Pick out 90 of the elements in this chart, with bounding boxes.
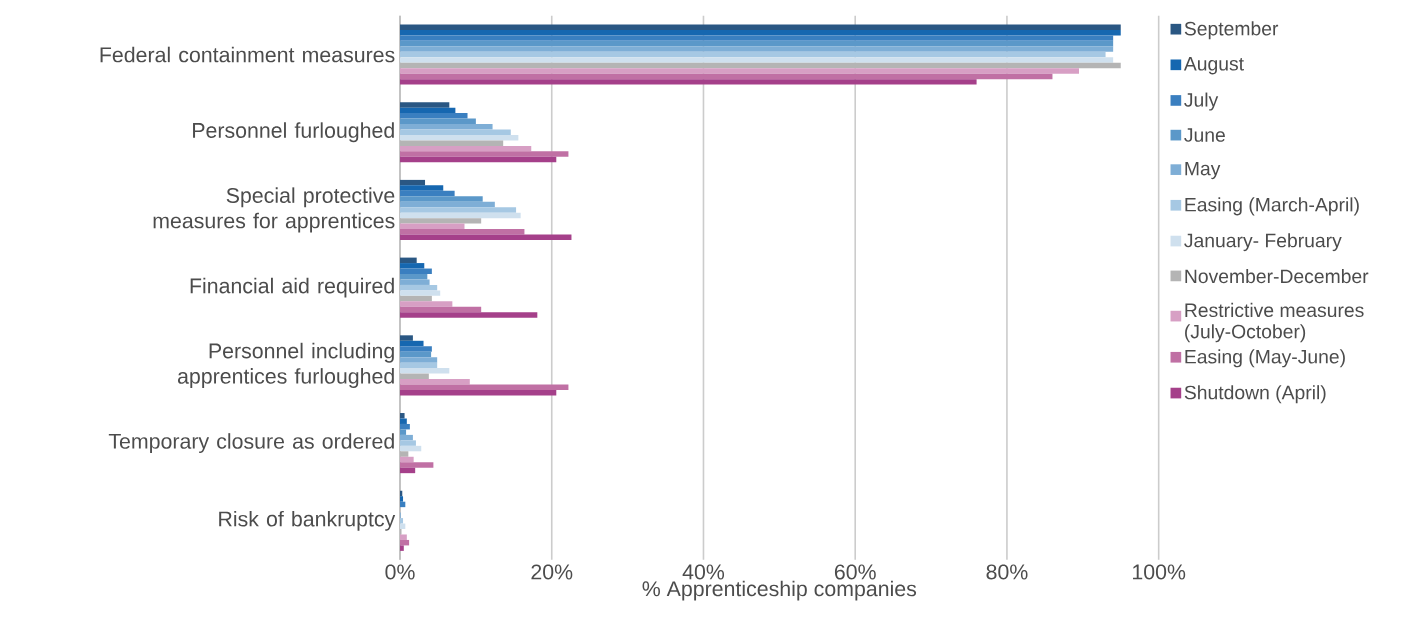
bar xyxy=(400,312,538,318)
bar xyxy=(400,362,438,369)
legend-label: Restrictive measures (July-October) xyxy=(1185,302,1364,343)
y-tick-label: Personnel furloughed xyxy=(193,122,394,143)
bar xyxy=(400,335,413,341)
x-tick-label: 60% xyxy=(834,564,876,580)
x-tick-label: 0% xyxy=(385,564,415,580)
bar xyxy=(400,79,977,85)
bar xyxy=(400,212,521,219)
bar xyxy=(400,462,434,468)
bar xyxy=(400,545,404,551)
bar xyxy=(400,145,532,152)
x-axis-title: % Apprenticeship companies xyxy=(642,580,917,601)
bar xyxy=(400,518,404,524)
legend-label: November-December xyxy=(1185,268,1369,284)
bar xyxy=(400,279,430,285)
bar xyxy=(400,301,453,307)
bar xyxy=(400,102,450,108)
y-tick-label: Special protective measures for apprentices xyxy=(153,187,395,233)
bar xyxy=(400,434,413,441)
bar xyxy=(400,384,569,390)
x-tick-label: 20% xyxy=(531,564,573,580)
bar xyxy=(400,284,438,291)
bar xyxy=(400,257,417,264)
bar xyxy=(400,368,450,374)
legend-label: September xyxy=(1184,21,1279,40)
bar xyxy=(400,179,426,186)
bar xyxy=(400,456,414,463)
y-tick-label: Federal containment measures xyxy=(100,46,395,63)
y-tick-label: Temporary closure as ordered xyxy=(108,433,394,454)
bar xyxy=(400,113,468,119)
bar xyxy=(400,134,519,141)
x-tick-label: 40% xyxy=(682,564,725,580)
bar xyxy=(400,24,1121,30)
bar xyxy=(400,274,428,280)
legend-label: August xyxy=(1183,57,1244,75)
bar xyxy=(400,263,425,269)
legend-label: Shutdown (April) xyxy=(1184,385,1326,404)
bar xyxy=(400,35,1114,41)
bar xyxy=(400,73,1053,80)
bar xyxy=(400,346,432,352)
bar xyxy=(400,196,483,202)
legend-label: May xyxy=(1185,161,1221,180)
bar xyxy=(400,29,1121,36)
legend-label: Easing (March-April) xyxy=(1185,197,1359,216)
bar xyxy=(400,46,1114,52)
bar xyxy=(400,268,432,274)
bar xyxy=(400,68,1080,74)
bar xyxy=(400,129,511,135)
bar xyxy=(400,107,456,114)
legend-label: January- February xyxy=(1184,233,1342,252)
legend-label: Easing (May-June) xyxy=(1185,349,1345,368)
bar xyxy=(400,496,404,502)
bar xyxy=(400,223,465,230)
bar xyxy=(400,201,495,208)
legend-label: June xyxy=(1184,128,1225,142)
bar xyxy=(400,124,493,130)
bar xyxy=(400,151,569,157)
bar xyxy=(400,156,557,163)
bar xyxy=(400,340,424,347)
bar xyxy=(400,445,422,452)
bar xyxy=(400,51,1106,58)
y-tick-label: Financial aid required xyxy=(190,277,394,298)
bar xyxy=(400,534,407,540)
bar xyxy=(400,207,517,213)
bar xyxy=(400,429,407,435)
bar xyxy=(400,379,470,385)
bar xyxy=(400,467,416,474)
bar xyxy=(400,229,525,235)
bar xyxy=(400,539,410,546)
bar xyxy=(400,351,432,358)
x-tick-label: 80% xyxy=(986,564,1028,580)
y-tick-label: Risk of bankruptcy xyxy=(219,510,396,531)
bar xyxy=(400,440,416,446)
bar xyxy=(400,118,476,125)
bar xyxy=(400,290,441,296)
x-tick-label: 100% xyxy=(1133,564,1186,580)
bar xyxy=(400,418,407,424)
bar xyxy=(400,306,482,313)
bar xyxy=(400,40,1114,47)
y-tick-label: Personnel including apprentices furloughed xyxy=(177,342,394,388)
bar xyxy=(400,423,410,430)
bar xyxy=(400,185,444,191)
bar xyxy=(400,234,572,241)
bar xyxy=(400,413,405,419)
bar xyxy=(400,389,557,396)
bar xyxy=(400,190,455,197)
legend-label: July xyxy=(1184,92,1219,111)
bar xyxy=(400,57,1114,63)
bar xyxy=(400,357,438,363)
